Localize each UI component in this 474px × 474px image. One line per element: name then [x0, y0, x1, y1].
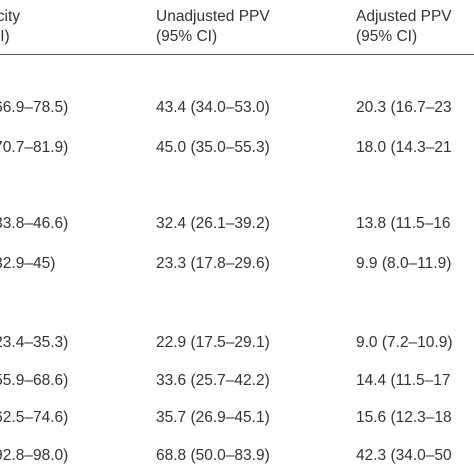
table-cell-unadjusted-ppv: 35.7 (26.9–45.1) [156, 409, 270, 426]
header-specificity-line1: ficity [0, 8, 20, 25]
table-cell-specificity: (33.8–46.6) [0, 215, 69, 232]
table-cell-specificity: (70.7–81.9) [0, 139, 69, 156]
table-cell-specificity: (23.4–35.3) [0, 334, 69, 351]
table-cell-adjusted-ppv: 15.6 (12.3–18 [356, 409, 452, 426]
table-cell-unadjusted-ppv: 32.4 (26.1–39.2) [156, 215, 270, 232]
table-cell-specificity: (92.8–98.0) [0, 447, 69, 464]
header-unadjusted-ppv-line2: (95% CI) [156, 28, 218, 45]
header-unadjusted-ppv-line1: Unadjusted PPV [156, 8, 270, 25]
table-cell-adjusted-ppv: 14.4 (11.5–17 [356, 372, 451, 389]
table-cell-adjusted-ppv: 18.0 (14.3–21 [356, 139, 452, 156]
table-cell-adjusted-ppv: 9.0 (7.2–10.9) [356, 334, 453, 351]
table-cell-adjusted-ppv: 13.8 (11.5–16 [356, 215, 451, 232]
header-adjusted-ppv-line1: Adjusted PPV [356, 8, 452, 25]
table-cell-adjusted-ppv: 9.9 (8.0–11.9) [356, 255, 452, 272]
table-cell-unadjusted-ppv: 22.9 (17.5–29.1) [156, 334, 270, 351]
header-specificity-line2: CI) [0, 28, 10, 45]
header-divider [0, 54, 474, 55]
table-cell-specificity: (55.9–68.6) [0, 372, 69, 389]
header-adjusted-ppv-line2: (95% CI) [356, 28, 418, 45]
table-cell-adjusted-ppv: 42.3 (34.0–50 [356, 447, 452, 464]
table-cell-unadjusted-ppv: 23.3 (17.8–29.6) [156, 255, 270, 272]
table-cell-specificity: (66.9–78.5) [0, 99, 69, 116]
table-cell-unadjusted-ppv: 33.6 (25.7–42.2) [156, 372, 270, 389]
table-cell-unadjusted-ppv: 43.4 (34.0–53.0) [156, 99, 270, 116]
table-cell-unadjusted-ppv: 45.0 (35.0–55.3) [156, 139, 270, 156]
table-cell-adjusted-ppv: 20.3 (16.7–23 [356, 99, 452, 116]
table-cell-unadjusted-ppv: 68.8 (50.0–83.9) [156, 447, 270, 464]
table-cell-specificity: (32.9–45) [0, 255, 56, 272]
table-cell-specificity: (62.5–74.6) [0, 409, 69, 426]
